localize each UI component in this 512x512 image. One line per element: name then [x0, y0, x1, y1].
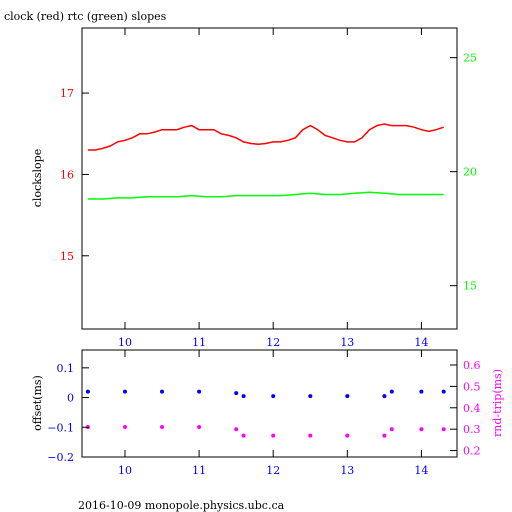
y-tick-label-left-0-1: 16 [60, 168, 74, 181]
y-tick-label-left-0-2: 17 [60, 87, 74, 100]
chart-title: clock (red) rtc (green) slopes [4, 10, 167, 23]
y-tick-label-right-1-2: 0.4 [463, 402, 481, 415]
data-point-1-0-6 [271, 394, 276, 399]
data-point-1-0-2 [160, 389, 164, 394]
top-ylabel: clockslope [31, 149, 44, 207]
x-tick-label-0-2: 12 [266, 336, 280, 349]
data-point-1-1-11 [419, 427, 424, 432]
bottom-plot-frame [81, 349, 458, 458]
series-line-0-0 [87, 123, 444, 151]
data-point-1-1-4 [234, 427, 239, 432]
series-line-0-1 [87, 191, 444, 200]
data-point-1-0-12 [441, 389, 446, 394]
y-tick-label-right-1-3: 0.5 [463, 380, 481, 393]
data-point-1-1-1 [123, 425, 127, 429]
footer-caption: 2016-10-09 monopole.physics.ubc.ca [78, 499, 285, 512]
x-tick-label-0-4: 14 [414, 336, 428, 349]
bottom-ylabel-left: offset(ms) [31, 375, 44, 431]
data-point-1-0-10 [389, 389, 394, 394]
bottom-plot-data [85, 389, 446, 438]
data-point-1-1-7 [308, 433, 313, 438]
bottom-ylabel-right: rnd-trip(ms) [491, 369, 504, 437]
data-point-1-1-12 [441, 427, 446, 432]
data-point-1-0-1 [123, 389, 127, 394]
x-tick-label-0-0: 10 [118, 336, 132, 349]
data-point-1-1-3 [197, 425, 202, 429]
top-plot-axes: 10 11 12 13 14 15 16 17 15 20 25 [60, 28, 477, 349]
x-tick-label-0-1: 11 [192, 336, 206, 349]
x-tick-label-1-0: 10 [118, 464, 132, 477]
y-tick-label-right-0-1: 20 [463, 166, 477, 179]
y-tick-label-right-1-0: 0.2 [463, 445, 481, 458]
y-tick-label-right-1-1: 0.3 [463, 423, 481, 436]
data-point-1-0-3 [197, 389, 202, 394]
data-point-1-0-9 [382, 394, 387, 399]
x-tick-label-1-4: 14 [414, 464, 428, 477]
data-point-1-0-0 [85, 389, 90, 394]
x-tick-label-0-3: 13 [340, 336, 354, 349]
bottom-plot-axes: 10 11 12 13 14 −0.2 −0.1 0 0.1 0.2 0.3 0.4 0.5 0.6 [47, 350, 481, 477]
data-point-1-1-5 [241, 433, 246, 438]
y-tick-label-right-1-4: 0.6 [463, 359, 481, 372]
data-point-1-0-5 [241, 394, 246, 399]
data-point-1-0-11 [419, 389, 424, 394]
y-tick-label-left-1-3: 0.1 [57, 362, 75, 375]
data-point-1-1-2 [160, 425, 164, 429]
y-tick-label-left-1-2: 0 [67, 392, 74, 405]
data-point-1-1-9 [382, 433, 387, 438]
data-point-1-0-8 [345, 394, 350, 399]
top-plot-data [87, 123, 444, 200]
data-point-1-0-7 [308, 394, 313, 399]
y-tick-label-left-1-0: −0.2 [47, 451, 74, 464]
data-point-1-1-8 [345, 433, 350, 438]
y-tick-label-left-1-1: −0.1 [47, 421, 74, 434]
y-tick-label-right-0-2: 25 [463, 52, 477, 65]
data-point-1-1-10 [389, 427, 394, 432]
y-tick-label-right-0-0: 15 [463, 280, 477, 293]
top-plot-frame [81, 27, 458, 330]
x-tick-label-1-2: 12 [266, 464, 280, 477]
y-tick-label-left-0-0: 15 [60, 250, 74, 263]
x-tick-label-1-3: 13 [340, 464, 354, 477]
x-tick-label-1-1: 11 [192, 464, 206, 477]
data-point-1-0-4 [234, 391, 239, 396]
data-point-1-1-6 [271, 433, 276, 438]
